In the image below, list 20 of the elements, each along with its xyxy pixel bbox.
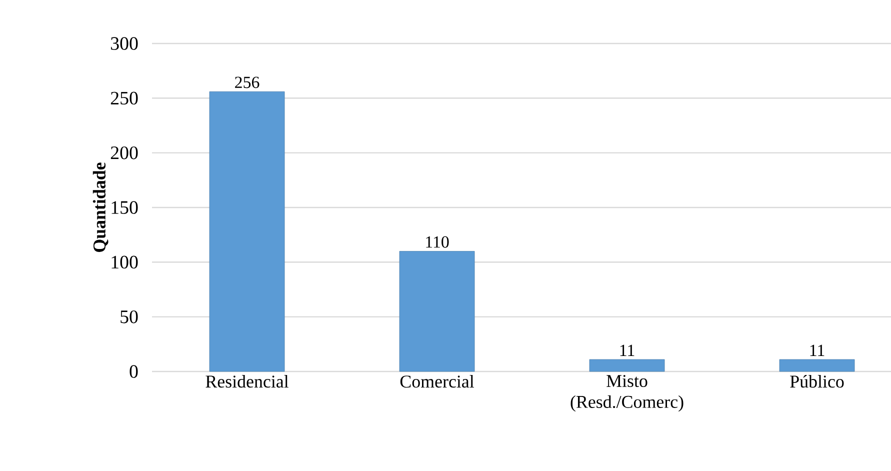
data-label: 110 xyxy=(426,236,449,248)
y-axis-title: Quantidade xyxy=(92,162,108,252)
bar xyxy=(589,359,665,372)
x-tick-label: Misto (Resd./Comerc) xyxy=(570,375,684,412)
x-tick-label: Comercial xyxy=(400,375,474,388)
bar xyxy=(399,251,475,372)
y-tick-label: 200 xyxy=(110,146,138,160)
bar xyxy=(209,91,285,372)
x-tick-label: Residencial xyxy=(206,375,288,388)
x-tick-label: Público xyxy=(790,375,844,388)
data-label: 11 xyxy=(620,344,634,356)
y-tick-label: 100 xyxy=(112,256,138,269)
y-tick-label: 150 xyxy=(112,201,138,214)
y-tick-label: 250 xyxy=(110,92,138,105)
data-label: 256 xyxy=(235,76,260,88)
bar xyxy=(779,359,855,372)
y-tick-label: 300 xyxy=(111,37,138,50)
y-tick-label: 0 xyxy=(130,365,138,378)
y-tick-label: 50 xyxy=(120,310,138,324)
data-label: 11 xyxy=(810,344,824,356)
